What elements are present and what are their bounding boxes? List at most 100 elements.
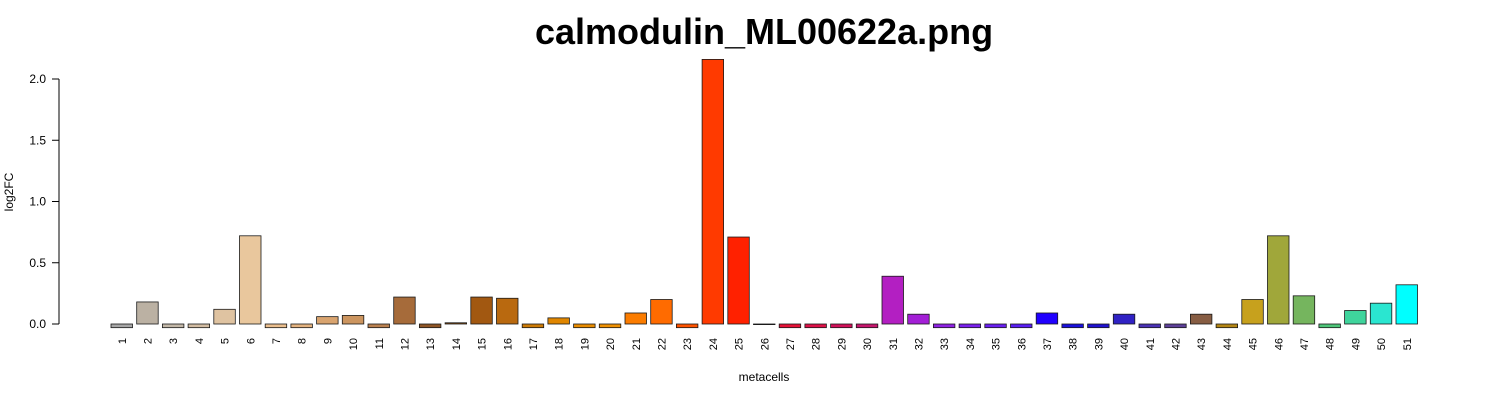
bar-4	[187, 323, 211, 329]
x-tick-label: 47	[1299, 338, 1311, 350]
bar-24	[701, 59, 724, 325]
x-tick-label: 51	[1402, 338, 1414, 350]
bar-26	[753, 323, 776, 326]
x-tick-label: 15	[477, 338, 489, 350]
bar-5	[213, 308, 236, 325]
bar-13	[418, 323, 442, 329]
x-tick-label: 11	[374, 338, 386, 349]
x-tick-label: 12	[399, 338, 411, 350]
x-tick-label: 29	[836, 338, 848, 350]
bar-31	[881, 275, 904, 325]
x-tick-label: 9	[322, 338, 334, 344]
x-axis-label: metacells	[739, 370, 790, 384]
bar-1	[110, 323, 133, 329]
x-tick-label: 32	[913, 338, 925, 350]
bar-2	[136, 301, 159, 325]
bar-43	[1190, 313, 1213, 325]
x-tick-label: 20	[605, 338, 617, 350]
bar-21	[624, 312, 647, 325]
x-tick-label: 31	[888, 338, 900, 350]
x-tick-label: 44	[1222, 338, 1234, 350]
x-tick-label: 39	[1093, 338, 1105, 350]
bar-19	[573, 323, 596, 329]
x-tick-label: 26	[759, 338, 771, 350]
bar-11	[367, 323, 390, 329]
x-tick-label: 21	[631, 338, 643, 350]
x-tick-label: 23	[682, 338, 694, 350]
x-tick-label: 43	[1196, 338, 1208, 350]
x-tick-label: 1	[117, 338, 129, 344]
bar-41	[1138, 323, 1161, 329]
bar-47	[1292, 295, 1316, 325]
category-labels: 1 2 3 4 5 6 7 8 9 10 11 12 13 14 15 16 17 18 19 20 21 22 23 24 2…	[117, 338, 1414, 350]
y-axis: 0.0 0.5 1.0 1.5 2.0	[29, 72, 60, 331]
x-tick-label: 38	[1068, 338, 1080, 350]
x-tick-label: 34	[965, 338, 977, 350]
bar-49	[1344, 310, 1367, 325]
x-tick-label: 41	[1145, 338, 1157, 350]
bar-37	[1035, 312, 1059, 325]
bar-42	[1164, 323, 1187, 329]
x-tick-label: 16	[502, 338, 514, 350]
bar-51	[1395, 284, 1418, 325]
x-tick-label: 22	[656, 338, 668, 350]
bar-32	[907, 313, 930, 325]
x-tick-label: 35	[991, 338, 1003, 350]
bar-28	[804, 323, 827, 329]
x-tick-label: 36	[1016, 338, 1028, 350]
x-tick-label: 3	[168, 338, 180, 344]
x-tick-label: 42	[1170, 338, 1182, 350]
y-tick-label: 1.5	[29, 133, 46, 147]
bar-3	[161, 323, 185, 329]
bar-6	[239, 235, 262, 325]
x-tick-label: 2	[142, 338, 154, 344]
y-tick-label: 2.0	[29, 72, 46, 86]
bar-45	[1241, 299, 1264, 325]
chart-title: calmodulin_ML00622a.png	[535, 11, 993, 52]
bar-8	[290, 323, 313, 329]
x-tick-label: 6	[245, 338, 257, 344]
bar-40	[1112, 313, 1136, 325]
x-tick-label: 10	[348, 338, 360, 350]
x-tick-label: 45	[1248, 338, 1260, 350]
x-tick-label: 48	[1325, 338, 1337, 350]
bar-12	[393, 296, 416, 325]
bar-15	[470, 296, 493, 325]
x-tick-label: 37	[1042, 338, 1054, 350]
bar-7	[264, 323, 288, 329]
bar-20	[598, 323, 622, 329]
bar-30	[855, 323, 879, 329]
bar-22	[650, 299, 673, 325]
bar-29	[830, 323, 853, 329]
x-tick-label: 4	[194, 338, 206, 344]
bar-23	[676, 323, 699, 329]
bar-46	[1267, 235, 1290, 325]
bar-34	[958, 323, 981, 329]
x-tick-label: 8	[297, 338, 309, 344]
bar-38	[1061, 323, 1084, 329]
y-axis-label: log2FC	[2, 172, 16, 211]
y-tick-label: 0.5	[29, 256, 46, 270]
bar-27	[778, 323, 802, 329]
x-tick-label: 13	[425, 338, 437, 350]
x-tick-label: 14	[451, 338, 463, 350]
x-tick-label: 5	[220, 338, 232, 344]
x-tick-label: 28	[811, 338, 823, 350]
bar-36	[1010, 323, 1033, 329]
bar-10	[341, 315, 365, 325]
x-tick-label: 46	[1273, 338, 1285, 350]
bar-35	[984, 323, 1007, 329]
bar-50	[1369, 302, 1393, 325]
x-tick-label: 40	[1119, 338, 1131, 350]
bar-18	[547, 317, 570, 325]
bar-14	[444, 322, 468, 325]
y-tick-label: 1.0	[29, 195, 46, 209]
bars-group	[110, 59, 1418, 329]
x-tick-label: 25	[734, 338, 746, 350]
x-tick-label: 19	[579, 338, 591, 350]
x-tick-label: 24	[708, 338, 720, 350]
x-tick-label: 17	[528, 338, 540, 350]
x-tick-label: 49	[1350, 338, 1362, 350]
bar-9	[316, 316, 339, 325]
